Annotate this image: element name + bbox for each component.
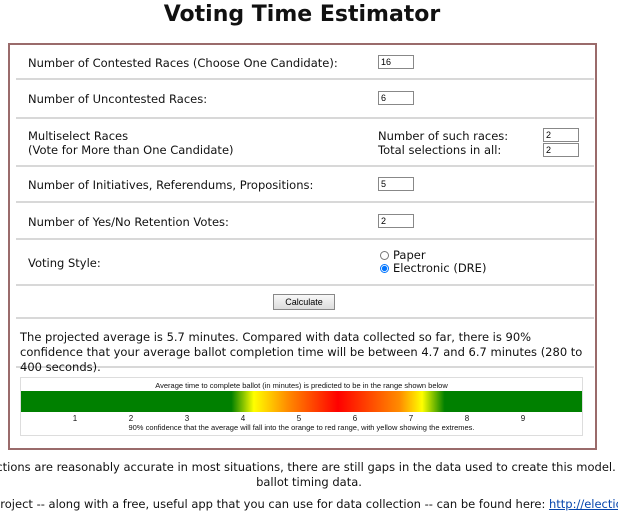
scale-gradient-rect — [21, 391, 582, 412]
retention-label: Number of Yes/No Retention Votes: — [28, 215, 229, 229]
page-title: Voting Time Estimator — [163, 2, 441, 27]
multiselect-label-line1: Multiselect Races — [28, 129, 129, 143]
contested-label: Number of Contested Races (Choose One Ca… — [28, 56, 338, 70]
contested-input[interactable] — [378, 55, 414, 69]
row-multiselect: Multiselect Races (Vote for More than One… — [16, 119, 594, 167]
footer-line3: project -- along with a free, useful app… — [0, 497, 618, 512]
scale-tick: 6 — [352, 414, 358, 423]
initiatives-label: Number of Initiatives, Referendums, Prop… — [28, 178, 314, 192]
scale-caption: Average time to complete ballot (in minu… — [155, 381, 448, 390]
time-scale: Average time to complete ballot (in minu… — [20, 377, 583, 436]
footer-link[interactable]: http://electionto — [548, 497, 618, 511]
row-calculate — [16, 286, 594, 319]
radio-paper-input[interactable] — [380, 251, 389, 260]
row-contested: Number of Contested Races (Choose One Ca… — [16, 45, 594, 80]
estimator-form: Number of Contested Races (Choose One Ca… — [8, 43, 597, 450]
row-retention: Number of Yes/No Retention Votes: — [16, 203, 594, 240]
voting-style-label: Voting Style: — [28, 256, 101, 270]
radio-electronic-label: Electronic (DRE) — [393, 261, 487, 275]
radio-electronic[interactable]: Electronic (DRE) — [378, 262, 486, 275]
uncontested-input[interactable] — [378, 91, 414, 105]
initiatives-input[interactable] — [378, 177, 414, 191]
scale-tick: 7 — [408, 414, 414, 423]
scale-tick: 9 — [520, 414, 526, 423]
radio-electronic-input[interactable] — [380, 264, 389, 273]
races-label: Number of such races: — [378, 129, 509, 143]
row-result — [16, 319, 594, 368]
races-input[interactable] — [543, 128, 579, 142]
radio-paper-label: Paper — [393, 248, 426, 262]
multiselect-label: Multiselect Races (Vote for More than One… — [28, 129, 234, 157]
calculate-button[interactable]: Calculate — [273, 294, 335, 310]
row-initiatives: Number of Initiatives, Referendums, Prop… — [16, 167, 594, 203]
footer-line3-text: project -- along with a free, useful app… — [0, 497, 549, 511]
uncontested-label: Number of Uncontested Races: — [28, 92, 208, 106]
footer-line2: ballot timing data. — [256, 475, 362, 489]
scale-note: 90% confidence that the average will fal… — [128, 423, 475, 432]
scale-tick: 8 — [464, 414, 470, 423]
retention-input[interactable] — [378, 214, 414, 228]
scale-tick: 1 — [72, 414, 78, 423]
multiselect-label-line2: (Vote for More than One Candidate) — [28, 143, 234, 157]
result-text: The projected average is 5.7 minutes. Co… — [20, 330, 583, 374]
row-voting-style: Voting Style: Paper Electronic (DRE) — [16, 240, 594, 286]
voting-style-radio-group: Paper Electronic (DRE) — [378, 249, 486, 275]
radio-paper[interactable]: Paper — [378, 249, 486, 262]
scale-tick: 3 — [184, 414, 190, 423]
selections-label: Total selections in all: — [378, 143, 502, 157]
scale-tick: 5 — [296, 414, 302, 423]
row-uncontested: Number of Uncontested Races: — [16, 80, 594, 119]
footer-line1: edictions are reasonably accurate in mos… — [0, 460, 618, 474]
scale-tick: 2 — [128, 414, 134, 423]
scale-gradient-bar — [21, 391, 582, 412]
selections-input[interactable] — [543, 143, 579, 157]
scale-tick: 4 — [240, 414, 246, 423]
